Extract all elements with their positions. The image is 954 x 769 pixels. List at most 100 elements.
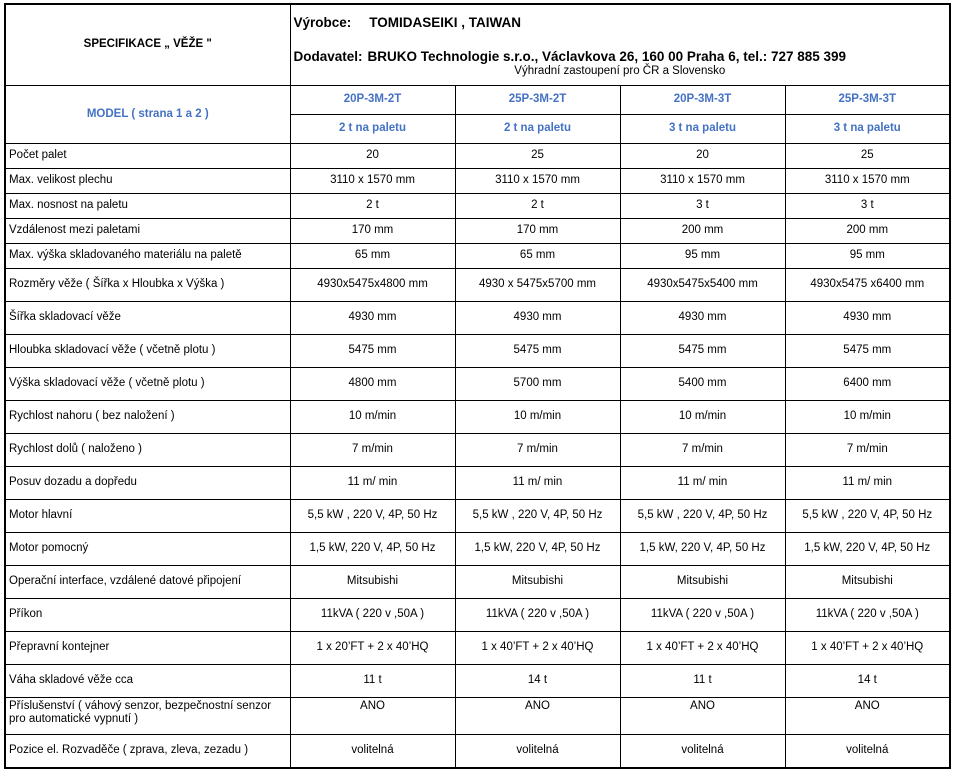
model-capacity-3: 3 t na paletu: [619, 114, 786, 144]
row-label: Příslušenství ( váhový senzor, bezpečnos…: [4, 697, 291, 735]
row-value-3: 1 x 40’FT + 2 x 40’HQ: [619, 631, 786, 665]
row-value-4: 5,5 kW , 220 V, 4P, 50 Hz: [784, 499, 951, 533]
table-row: Posuv dozadu a dopředu 11 m/ min 11 m/ m…: [4, 466, 951, 500]
row-value-2: 1 x 40’FT + 2 x 40’HQ: [454, 631, 621, 665]
row-label: Motor hlavní: [4, 499, 291, 533]
table-row: Max. nosnost na paletu 2 t 2 t 3 t 3 t: [4, 193, 951, 219]
row-value-1: 7 m/min: [289, 433, 456, 467]
row-value-1: 2 t: [289, 193, 456, 219]
row-value-1: 4800 mm: [289, 367, 456, 401]
row-value-1: 11 m/ min: [289, 466, 456, 500]
specification-table: SPECIFIKACE „ VĚŽE " Výrobce: TOMIDASEIKI…: [4, 3, 952, 769]
row-label: Motor pomocný: [4, 532, 291, 566]
table-row: Operační interface, vzdálené datové přip…: [4, 565, 951, 599]
table-row: Výška skladovací věže ( včetně plotu ) 4…: [4, 367, 951, 401]
row-value-1: Mitsubishi: [289, 565, 456, 599]
row-value-3: 11 t: [619, 664, 786, 698]
row-value-4: volitelná: [784, 734, 951, 769]
table-row: Rychlost dolů ( naloženo ) 7 m/min 7 m/m…: [4, 433, 951, 467]
model-name-3: 20P-3M-3T: [619, 85, 786, 115]
row-value-3: 200 mm: [619, 218, 786, 244]
table-row: Max. výška skladovaného materiálu na pal…: [4, 243, 951, 269]
manufacturer-label: Výrobce:: [293, 15, 352, 31]
row-label: Výška skladovací věže ( včetně plotu ): [4, 367, 291, 401]
supplier-subtitle: Výhradní zastoupení pro ČR a Slovensko: [514, 65, 726, 78]
table-row: Šířka skladovací věže 4930 mm 4930 mm 49…: [4, 301, 951, 335]
row-value-1: 3110 x 1570 mm: [289, 168, 456, 194]
row-value-2: 25: [454, 143, 621, 169]
row-value-2: 65 mm: [454, 243, 621, 269]
table-row: Max. velikost plechu 3110 x 1570 mm 3110…: [4, 168, 951, 194]
row-label: Operační interface, vzdálené datové přip…: [4, 565, 291, 599]
row-value-2: 4930 mm: [454, 301, 621, 335]
model-name-2: 25P-3M-2T: [454, 85, 621, 115]
model-name-4: 25P-3M-3T: [784, 85, 951, 115]
row-value-4: 10 m/min: [784, 400, 951, 434]
row-value-4: 4930 mm: [784, 301, 951, 335]
row-value-3: ANO: [619, 697, 786, 735]
row-value-2: 170 mm: [454, 218, 621, 244]
model-capacity-2: 2 t na paletu: [454, 114, 621, 144]
row-value-2: 11 m/ min: [454, 466, 621, 500]
row-value-4: 14 t: [784, 664, 951, 698]
row-value-4: 3110 x 1570 mm: [784, 168, 951, 194]
supplier-label: Dodavatel:: [293, 48, 363, 64]
row-label: Max. nosnost na paletu: [4, 193, 291, 219]
table-row: Váha skladové věže cca 11 t 14 t 11 t 14…: [4, 664, 951, 698]
row-value-1: ANO: [289, 697, 456, 735]
row-value-3: Mitsubishi: [619, 565, 786, 599]
row-value-4: 200 mm: [784, 218, 951, 244]
row-value-1: 20: [289, 143, 456, 169]
row-label: Rychlost dolů ( naloženo ): [4, 433, 291, 467]
header-row-company: SPECIFIKACE „ VĚŽE " Výrobce: TOMIDASEIKI…: [4, 3, 951, 86]
row-value-4: 6400 mm: [784, 367, 951, 401]
row-label: Pozice el. Rozvaděče ( zprava, zleva, ze…: [4, 734, 291, 769]
row-value-4: 1 x 40’FT + 2 x 40’HQ: [784, 631, 951, 665]
row-label: Šířka skladovací věže: [4, 301, 291, 335]
row-label: Vzdálenost mezi paletami: [4, 218, 291, 244]
row-value-3: 3110 x 1570 mm: [619, 168, 786, 194]
row-value-2: 5,5 kW , 220 V, 4P, 50 Hz: [454, 499, 621, 533]
row-value-1: 4930x5475x4800 mm: [289, 268, 456, 302]
table-row: Rozměry věže ( Šířka x Hloubka x Výška )…: [4, 268, 951, 302]
table-row: Přepravní kontejner 1 x 20’FT + 2 x 40’H…: [4, 631, 951, 665]
row-value-4: 5475 mm: [784, 334, 951, 368]
row-value-3: volitelná: [619, 734, 786, 769]
manufacturer-line: Výrobce: TOMIDASEIKI , TAIWAN: [294, 11, 947, 31]
row-value-2: 11kVA ( 220 v ,50A ): [454, 598, 621, 632]
row-value-1: 10 m/min: [289, 400, 456, 434]
row-label: Přepravní kontejner: [4, 631, 291, 665]
row-label: Hloubka skladovací věže ( včetně plotu ): [4, 334, 291, 368]
row-value-3: 1,5 kW, 220 V, 4P, 50 Hz: [619, 532, 786, 566]
row-label: Počet palet: [4, 143, 291, 169]
row-value-1: volitelná: [289, 734, 456, 769]
row-value-2: volitelná: [454, 734, 621, 769]
row-value-2: 7 m/min: [454, 433, 621, 467]
row-value-1: 1,5 kW, 220 V, 4P, 50 Hz: [289, 532, 456, 566]
row-value-4: Mitsubishi: [784, 565, 951, 599]
row-value-4: 11kVA ( 220 v ,50A ): [784, 598, 951, 632]
row-value-3: 4930 mm: [619, 301, 786, 335]
row-value-3: 7 m/min: [619, 433, 786, 467]
row-value-2: 5475 mm: [454, 334, 621, 368]
table-row: Počet palet 20 25 20 25: [4, 143, 951, 169]
row-value-3: 5400 mm: [619, 367, 786, 401]
row-value-2: ANO: [454, 697, 621, 735]
row-value-4: 3 t: [784, 193, 951, 219]
manufacturer-value: TOMIDASEIKI , TAIWAN: [369, 15, 522, 31]
row-value-3: 3 t: [619, 193, 786, 219]
row-value-4: 4930x5475 x6400 mm: [784, 268, 951, 302]
row-label: Posuv dozadu a dopředu: [4, 466, 291, 500]
row-value-1: 4930 mm: [289, 301, 456, 335]
row-value-1: 11 t: [289, 664, 456, 698]
specification-title: SPECIFIKACE „ VĚŽE ": [4, 3, 291, 86]
row-value-1: 11kVA ( 220 v ,50A ): [289, 598, 456, 632]
row-value-3: 4930x5475x5400 mm: [619, 268, 786, 302]
header-row-model-name: MODEL ( strana 1 a 2 ) 20P-3M-2T 25P-3M-…: [4, 85, 951, 144]
row-value-3: 5,5 kW , 220 V, 4P, 50 Hz: [619, 499, 786, 533]
table-row: Rychlost nahoru ( bez naložení ) 10 m/mi…: [4, 400, 951, 434]
row-value-3: 95 mm: [619, 243, 786, 269]
model-capacity-1: 2 t na paletu: [289, 114, 456, 144]
table-row: Hloubka skladovací věže ( včetně plotu )…: [4, 334, 951, 368]
row-value-1: 170 mm: [289, 218, 456, 244]
